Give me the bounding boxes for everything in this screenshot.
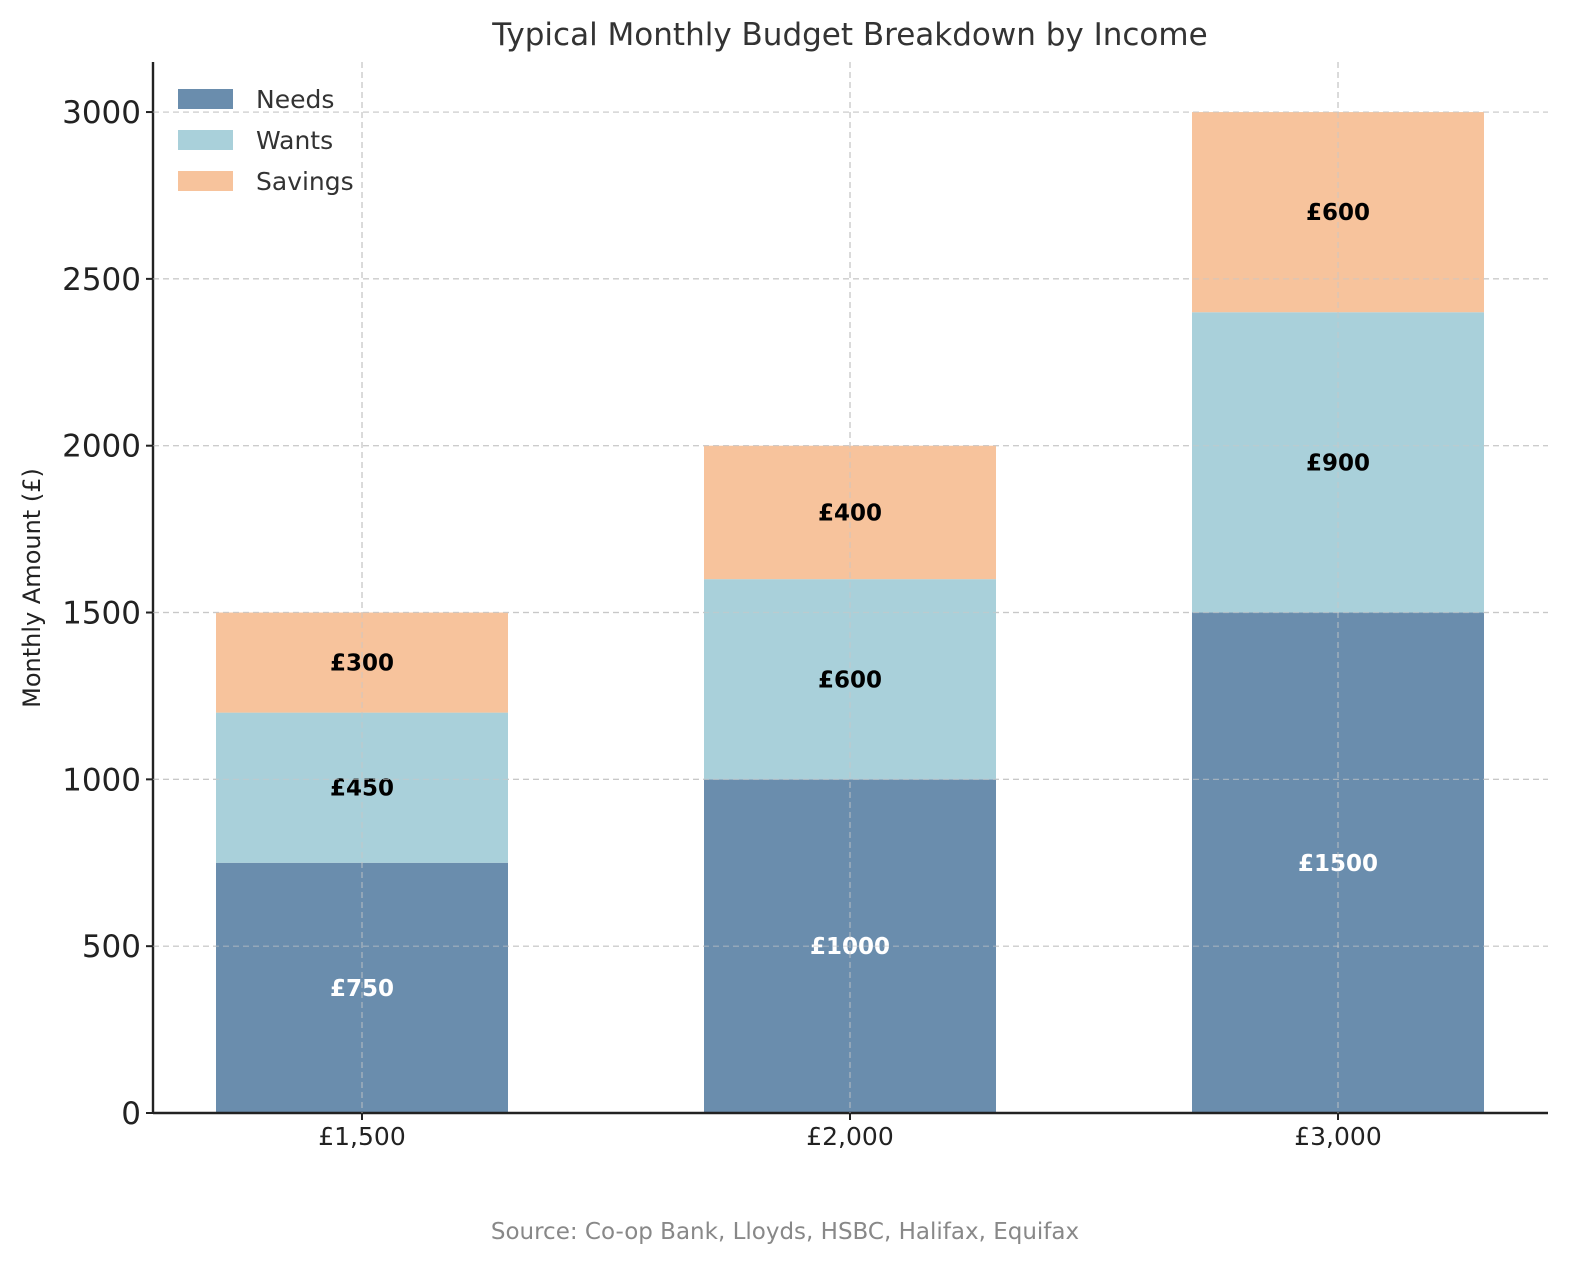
x-tick-label: £2,000 — [806, 1122, 893, 1151]
ticks-layer: 0 500 1000 1500 2000 2500 3000 £1,500 £2,000 £3,0… — [62, 95, 1382, 1151]
legend: Needs Wants Savings — [178, 85, 354, 196]
bar-labels-layer: £750£450£300£1000£600£400£1500£900£600 — [153, 62, 1548, 1113]
y-tick-label: 1500 — [62, 596, 141, 632]
legend-swatch-savings — [178, 171, 233, 191]
y-tick-label: 2000 — [62, 429, 141, 465]
x-tick-label: £3,000 — [1294, 1122, 1381, 1151]
source-note: Source: Co-op Bank, Lloyds, HSBC, Halifa… — [491, 1219, 1079, 1245]
y-tick-label: 500 — [82, 929, 141, 965]
chart-title: Typical Monthly Budget Breakdown by Inco… — [491, 17, 1207, 53]
legend-swatch-wants — [178, 130, 233, 150]
y-tick-label: 2500 — [62, 262, 141, 298]
legend-swatch-needs — [178, 89, 233, 109]
y-tick-label: 0 — [121, 1096, 141, 1132]
y-axis-label: Monthly Amount (£) — [18, 468, 46, 708]
y-tick-label: 3000 — [62, 95, 141, 131]
y-tick-label: 1000 — [62, 762, 141, 798]
legend-label-savings: Savings — [256, 167, 354, 196]
x-tick-label: £1,500 — [318, 1122, 405, 1151]
bar-value-label: £600 — [818, 667, 882, 693]
legend-label-needs: Needs — [256, 85, 334, 114]
legend-label-wants: Wants — [256, 126, 333, 155]
